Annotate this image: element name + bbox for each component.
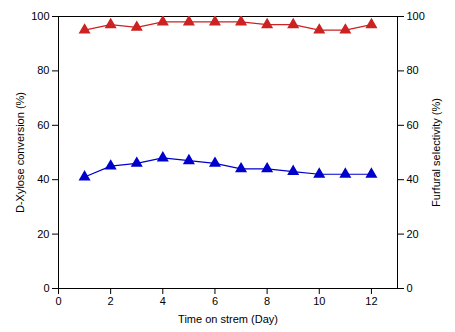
svg-text:4: 4	[160, 295, 166, 307]
svg-text:0: 0	[407, 282, 413, 294]
svg-text:0: 0	[55, 295, 61, 307]
svg-text:0: 0	[43, 282, 49, 294]
svg-text:Furfural selectivity (%): Furfural selectivity (%)	[430, 98, 442, 207]
svg-text:100: 100	[407, 10, 425, 22]
svg-text:60: 60	[37, 119, 49, 131]
svg-text:20: 20	[407, 228, 419, 240]
svg-text:80: 80	[407, 64, 419, 76]
svg-text:40: 40	[37, 173, 49, 185]
svg-text:12: 12	[365, 295, 377, 307]
svg-text:8: 8	[264, 295, 270, 307]
svg-text:40: 40	[407, 173, 419, 185]
svg-text:100: 100	[31, 10, 49, 22]
svg-text:2: 2	[108, 295, 114, 307]
svg-text:60: 60	[407, 119, 419, 131]
svg-text:Time on strem (Day): Time on strem (Day)	[178, 313, 278, 325]
svg-text:80: 80	[37, 64, 49, 76]
svg-text:D-Xylose conversion (%): D-Xylose conversion (%)	[14, 92, 26, 213]
svg-text:6: 6	[212, 295, 218, 307]
svg-text:10: 10	[313, 295, 325, 307]
svg-text:20: 20	[37, 228, 49, 240]
